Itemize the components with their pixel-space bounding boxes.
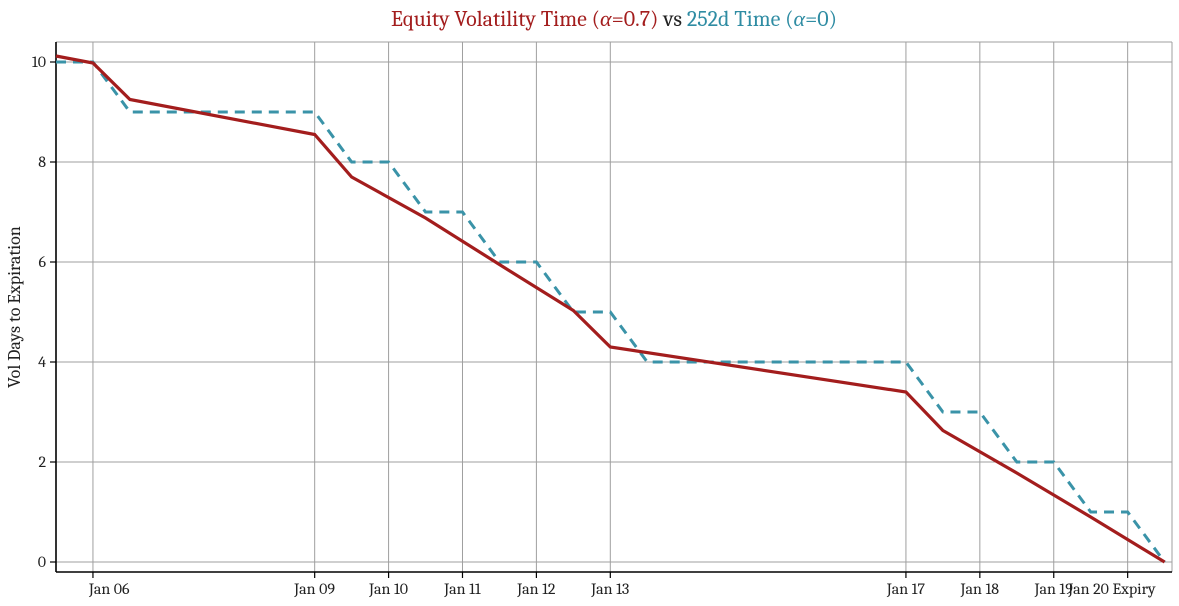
y-tick-label: 4 (38, 353, 46, 371)
chart-svg: 0 2 4 6 8 10 Jan 06 Jan 09 Jan 10 Jan 11 Jan 12 Jan… (0, 0, 1179, 606)
x-tick-label: Jan 19 (1034, 580, 1074, 598)
x-tick-label: Jan 12 (516, 580, 556, 598)
x-tick-label: Jan 11 (443, 580, 481, 598)
y-tick-label: 2 (38, 453, 46, 471)
x-tick-label: Jan 18 (960, 580, 1000, 598)
chart-title: Equity Volatility Time (α=0.7) vs 252d T… (391, 6, 837, 32)
y-tick-label: 8 (38, 153, 46, 171)
x-tick-label: Jan 09 (293, 580, 335, 598)
y-tick-label: 10 (32, 53, 46, 71)
x-tick-label: Jan 13 (590, 580, 629, 598)
x-tick-label: Jan 20 Expiry (1067, 580, 1156, 598)
x-tick-label: Jan 17 (886, 580, 926, 598)
y-axis-label: Vol Days to Expiration (4, 226, 25, 388)
y-tick-label: 0 (38, 553, 46, 571)
x-tick-label: Jan 06 (88, 580, 130, 598)
vol-time-chart: 0 2 4 6 8 10 Jan 06 Jan 09 Jan 10 Jan 11 Jan 12 Jan… (0, 0, 1179, 606)
y-tick-label: 6 (38, 253, 46, 271)
x-tick-label: Jan 10 (368, 580, 408, 598)
